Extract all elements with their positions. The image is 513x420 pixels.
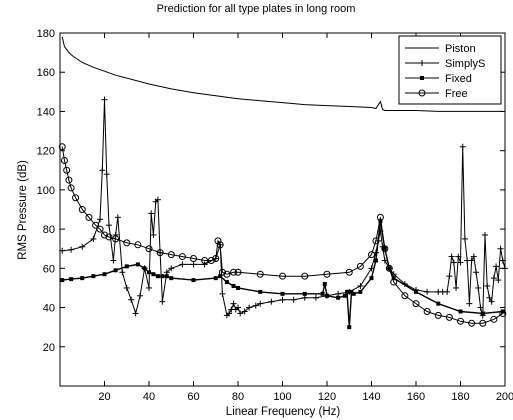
square-marker	[414, 290, 418, 294]
chart-title: Prediction for all type plates in long r…	[157, 3, 356, 15]
square-marker	[303, 292, 307, 296]
x-axis-label: Linear Frequency (Hz)	[226, 406, 341, 418]
y-tick-label: 80	[43, 224, 55, 236]
square-marker	[160, 274, 164, 278]
square-marker	[321, 292, 325, 296]
square-marker	[91, 274, 95, 278]
square-marker	[214, 276, 218, 280]
square-marker	[374, 258, 378, 262]
square-marker	[151, 272, 155, 276]
square-marker	[103, 272, 107, 276]
square-marker	[258, 290, 262, 294]
x-tick-label: 40	[143, 391, 155, 403]
y-tick-label: 100	[37, 185, 55, 197]
square-marker	[343, 294, 347, 298]
legend: Piston SimplyS Fixed Free	[399, 36, 501, 104]
square-marker	[60, 278, 64, 282]
square-marker	[69, 277, 73, 281]
square-marker	[352, 292, 356, 296]
square-marker	[143, 266, 147, 270]
y-tick-label: 120	[37, 146, 55, 158]
square-marker	[358, 290, 362, 294]
square-marker	[347, 325, 351, 329]
x-tick-label: 160	[407, 391, 425, 403]
x-tick-label: 140	[362, 391, 380, 403]
y-tick-label: 60	[43, 263, 55, 275]
square-marker	[370, 276, 374, 280]
square-marker	[281, 292, 285, 296]
square-marker	[345, 290, 349, 294]
square-marker	[192, 278, 196, 282]
square-marker	[436, 302, 440, 306]
y-tick-label: 160	[37, 67, 55, 79]
square-marker	[114, 268, 118, 272]
x-tick-label: 60	[187, 391, 199, 403]
legend-label: Piston	[445, 43, 476, 55]
square-marker	[323, 282, 327, 286]
square-marker	[225, 280, 229, 284]
x-tick-label: 100	[273, 391, 291, 403]
x-tick-label: 180	[451, 391, 469, 403]
square-marker	[236, 286, 240, 290]
square-marker	[169, 276, 173, 280]
x-tick-label: 120	[318, 391, 336, 403]
square-marker	[336, 296, 340, 300]
legend-label: Free	[445, 88, 468, 100]
x-tick-label: 200	[496, 391, 513, 403]
square-marker	[165, 274, 169, 278]
y-tick-label: 40	[43, 303, 55, 315]
square-marker	[125, 264, 129, 268]
square-marker	[136, 262, 140, 266]
legend-label: SimplyS	[445, 58, 485, 70]
square-marker	[420, 76, 424, 80]
x-tick-label: 80	[232, 391, 244, 403]
square-marker	[156, 274, 160, 278]
square-marker	[481, 311, 485, 315]
legend-label: Fixed	[445, 73, 472, 85]
square-marker	[80, 276, 84, 280]
square-marker	[325, 294, 329, 298]
y-tick-label: 140	[37, 106, 55, 118]
square-marker	[147, 270, 151, 274]
y-axis-label: RMS Pressure (dB)	[17, 160, 29, 260]
y-tick-label: 20	[43, 342, 55, 354]
square-marker	[459, 309, 463, 313]
x-tick-label: 20	[98, 391, 110, 403]
y-tick-label: 180	[37, 28, 55, 40]
square-marker	[232, 284, 236, 288]
